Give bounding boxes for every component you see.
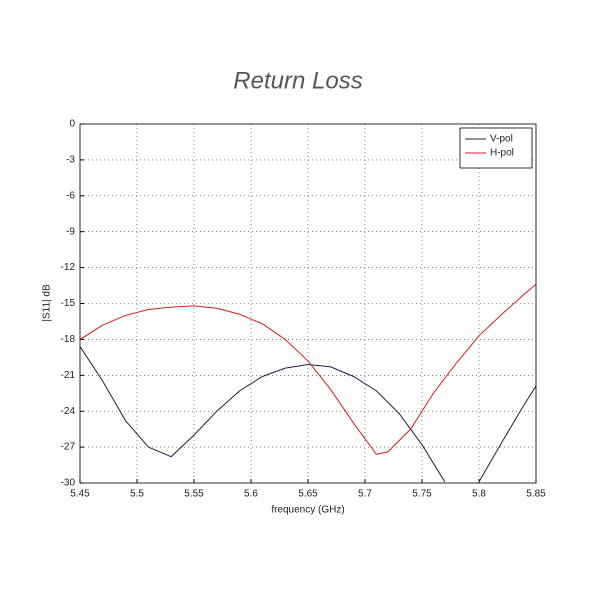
legend-label: H-pol [490, 148, 514, 159]
y-tick-label: -12 [61, 262, 76, 273]
x-tick-label: 5.55 [184, 489, 204, 500]
x-tick-label: 5.45 [70, 489, 90, 500]
y-tick-label: -27 [61, 442, 76, 453]
x-tick-label: 5.85 [526, 489, 546, 500]
series-line [80, 283, 536, 455]
y-tick-label: -30 [61, 478, 76, 489]
x-tick-label: 5.6 [244, 489, 258, 500]
y-tick-label: -24 [61, 406, 76, 417]
x-tick-label: 5.5 [130, 489, 144, 500]
legend-label: V-pol [490, 134, 513, 145]
y-tick-label: -9 [66, 226, 75, 237]
x-axis-label: frequency (GHz) [271, 505, 344, 516]
y-tick-label: -6 [66, 190, 75, 201]
y-tick-label: -18 [61, 334, 76, 345]
series-line [80, 346, 536, 483]
x-tick-label: 5.8 [472, 489, 486, 500]
y-tick-label: -3 [66, 155, 75, 166]
y-tick-label: -21 [61, 370, 76, 381]
x-tick-label: 5.7 [358, 489, 372, 500]
legend-box [459, 127, 533, 169]
x-tick-label: 5.75 [412, 489, 432, 500]
x-tick-label: 5.65 [298, 489, 318, 500]
chart-title: Return Loss [233, 67, 362, 94]
y-tick-label: -15 [61, 298, 76, 309]
plot-frame [79, 123, 537, 484]
y-tick-label: 0 [69, 119, 75, 130]
y-axis-label: |S11| dB [42, 284, 53, 322]
